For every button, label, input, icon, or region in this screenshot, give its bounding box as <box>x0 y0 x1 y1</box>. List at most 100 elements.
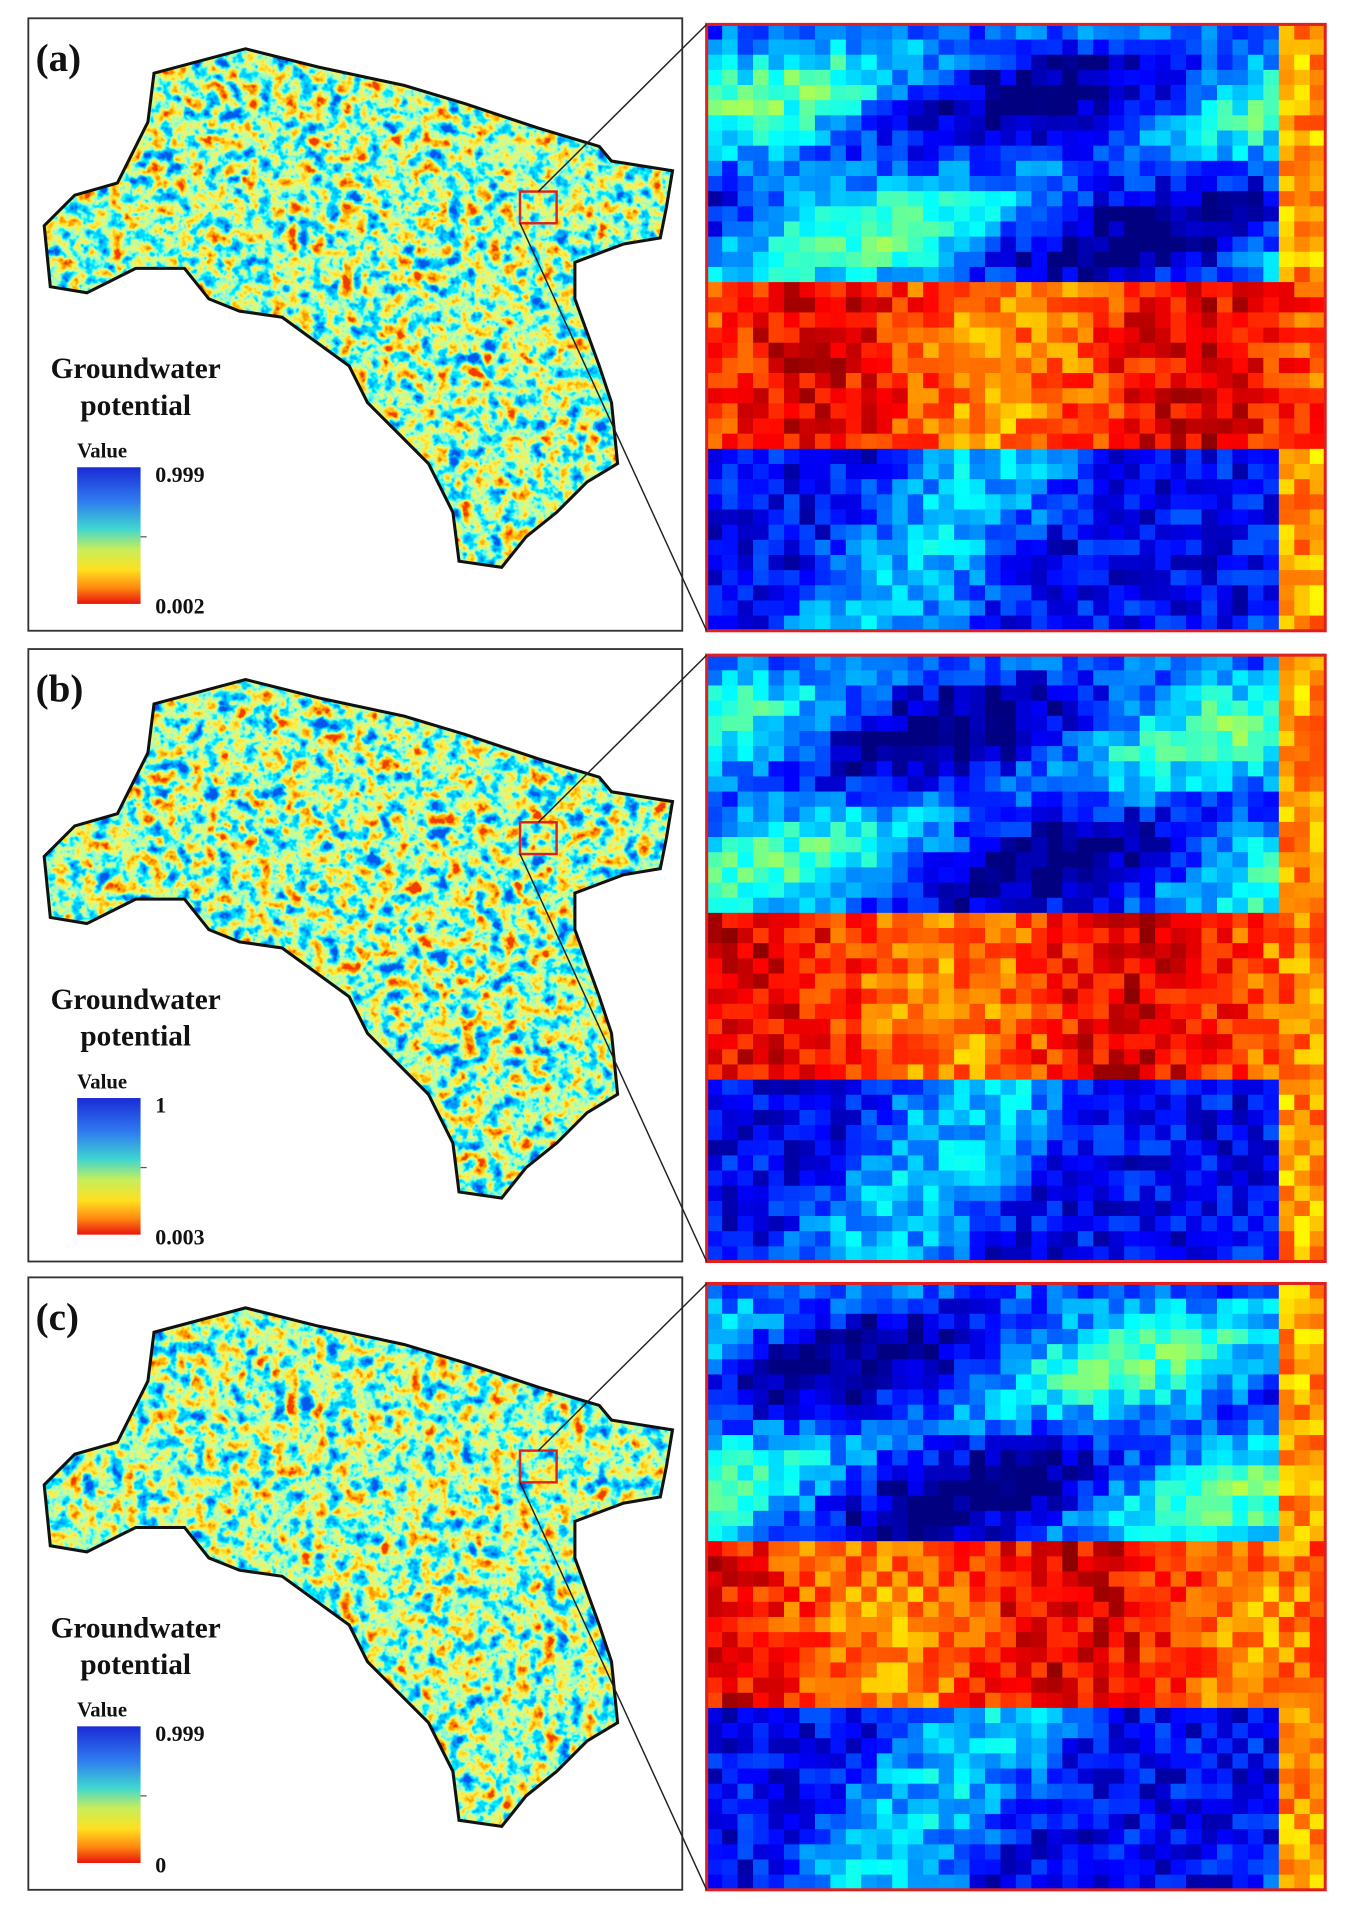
pixel <box>1170 1034 1187 1050</box>
pixel <box>876 1526 893 1542</box>
pixel <box>753 1738 769 1754</box>
pixel <box>737 1200 754 1217</box>
pixel <box>923 1677 939 1694</box>
pixel <box>1263 357 1280 374</box>
pixel <box>1000 1313 1017 1330</box>
pixel <box>1108 1616 1125 1633</box>
pixel <box>1139 1003 1156 1020</box>
pixel <box>1278 1328 1295 1345</box>
pixel <box>1170 1003 1187 1020</box>
pixel <box>1031 1283 1048 1299</box>
pixel <box>706 297 723 313</box>
pixel <box>876 1374 893 1390</box>
pixel <box>923 524 939 541</box>
pixel <box>923 1313 939 1330</box>
pixel <box>768 1094 785 1111</box>
pixel <box>799 700 816 717</box>
pixel <box>969 1798 986 1815</box>
pixel <box>722 1216 738 1232</box>
pixel <box>861 251 878 268</box>
pixel <box>1186 327 1202 344</box>
pixel <box>1093 1404 1110 1421</box>
pixel <box>1216 670 1233 686</box>
pixel <box>1108 615 1125 632</box>
pixel <box>1309 1003 1326 1020</box>
pixel <box>907 1495 924 1512</box>
pixel <box>1294 1465 1311 1481</box>
pixel <box>892 1435 909 1451</box>
pixel <box>768 1049 785 1065</box>
pixel <box>1015 912 1032 929</box>
pixel <box>1216 1783 1233 1800</box>
pixel <box>954 85 970 101</box>
pixel <box>923 1662 939 1678</box>
pixel <box>1124 1692 1141 1709</box>
pixel <box>969 418 986 435</box>
pixel <box>1263 1231 1280 1247</box>
pixel <box>1077 312 1094 328</box>
pixel <box>768 1170 785 1187</box>
pixel <box>1062 494 1079 510</box>
pixel <box>814 928 831 944</box>
pixel <box>845 1586 862 1603</box>
pixel <box>1263 615 1280 632</box>
pixel <box>1216 1601 1233 1618</box>
pixel <box>845 373 862 389</box>
pixel <box>1216 1616 1233 1633</box>
pixel <box>1263 342 1280 359</box>
pixel <box>954 433 970 450</box>
pixel <box>1170 221 1187 237</box>
pixel <box>1247 1510 1264 1527</box>
pixel <box>969 206 986 222</box>
pixel <box>706 1526 723 1542</box>
pixel <box>737 1170 754 1187</box>
pixel <box>892 1859 909 1876</box>
pixel <box>1062 1374 1079 1390</box>
pixel <box>923 1155 939 1171</box>
pixel <box>861 464 878 480</box>
pixel <box>1108 1328 1125 1345</box>
panel-label: (c) <box>36 1296 79 1339</box>
pixel <box>1000 1662 1017 1678</box>
pixel <box>876 685 893 701</box>
pixel <box>768 1662 785 1678</box>
pixel <box>907 1003 924 1020</box>
pixel <box>1031 1632 1048 1648</box>
pixel <box>876 1738 893 1754</box>
pixel <box>1124 1526 1141 1542</box>
pixel <box>1263 282 1280 298</box>
pixel <box>753 145 769 162</box>
pixel <box>1216 373 1233 389</box>
pixel <box>985 1359 1001 1375</box>
pixel <box>706 958 723 974</box>
pixel <box>1201 1783 1218 1800</box>
pixel <box>1309 988 1326 1005</box>
pixel <box>938 206 955 222</box>
pixel <box>876 791 893 808</box>
pixel <box>1155 85 1171 101</box>
pixel <box>892 1125 909 1141</box>
pixel <box>1015 554 1032 571</box>
pixel <box>1170 115 1187 131</box>
pixel <box>1309 160 1326 177</box>
pixel <box>954 1586 970 1603</box>
pixel <box>814 1798 831 1815</box>
pixel <box>954 509 970 526</box>
pixel <box>1031 327 1048 344</box>
pixel <box>1108 1541 1125 1557</box>
pixel <box>783 524 800 541</box>
pixel <box>1294 730 1311 747</box>
pixel <box>706 494 723 510</box>
pixel <box>1046 1495 1063 1512</box>
pixel <box>876 297 893 313</box>
pixel <box>1124 1480 1141 1497</box>
pixel <box>907 1200 924 1217</box>
pixel <box>1247 1692 1264 1709</box>
pixel <box>753 175 769 192</box>
pixel <box>1077 221 1094 237</box>
pixel <box>1201 1859 1218 1876</box>
pixel <box>1093 806 1110 823</box>
pixel <box>722 494 738 510</box>
pixel <box>783 145 800 162</box>
pixel <box>814 1526 831 1542</box>
